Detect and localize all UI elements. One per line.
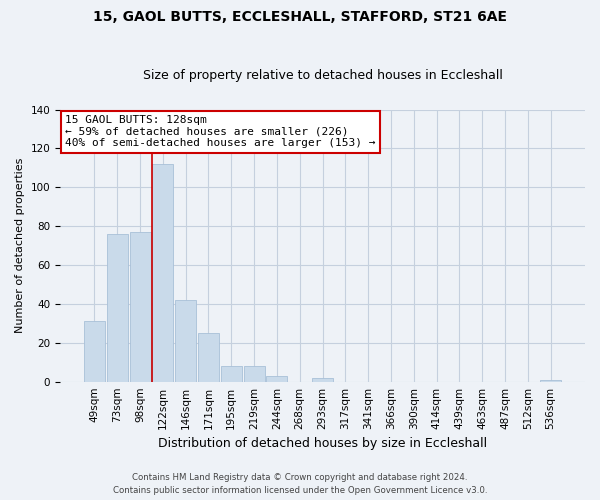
Bar — [266, 376, 287, 382]
Bar — [540, 380, 561, 382]
Bar — [175, 300, 196, 382]
Y-axis label: Number of detached properties: Number of detached properties — [15, 158, 25, 334]
Bar — [152, 164, 173, 382]
Bar — [107, 234, 128, 382]
X-axis label: Distribution of detached houses by size in Eccleshall: Distribution of detached houses by size … — [158, 437, 487, 450]
Bar — [84, 322, 105, 382]
Bar — [312, 378, 333, 382]
Bar — [244, 366, 265, 382]
Bar — [130, 232, 151, 382]
Text: 15, GAOL BUTTS, ECCLESHALL, STAFFORD, ST21 6AE: 15, GAOL BUTTS, ECCLESHALL, STAFFORD, ST… — [93, 10, 507, 24]
Bar — [198, 333, 219, 382]
Title: Size of property relative to detached houses in Eccleshall: Size of property relative to detached ho… — [143, 69, 502, 82]
Bar — [221, 366, 242, 382]
Text: Contains HM Land Registry data © Crown copyright and database right 2024.
Contai: Contains HM Land Registry data © Crown c… — [113, 473, 487, 495]
Text: 15 GAOL BUTTS: 128sqm
← 59% of detached houses are smaller (226)
40% of semi-det: 15 GAOL BUTTS: 128sqm ← 59% of detached … — [65, 115, 376, 148]
